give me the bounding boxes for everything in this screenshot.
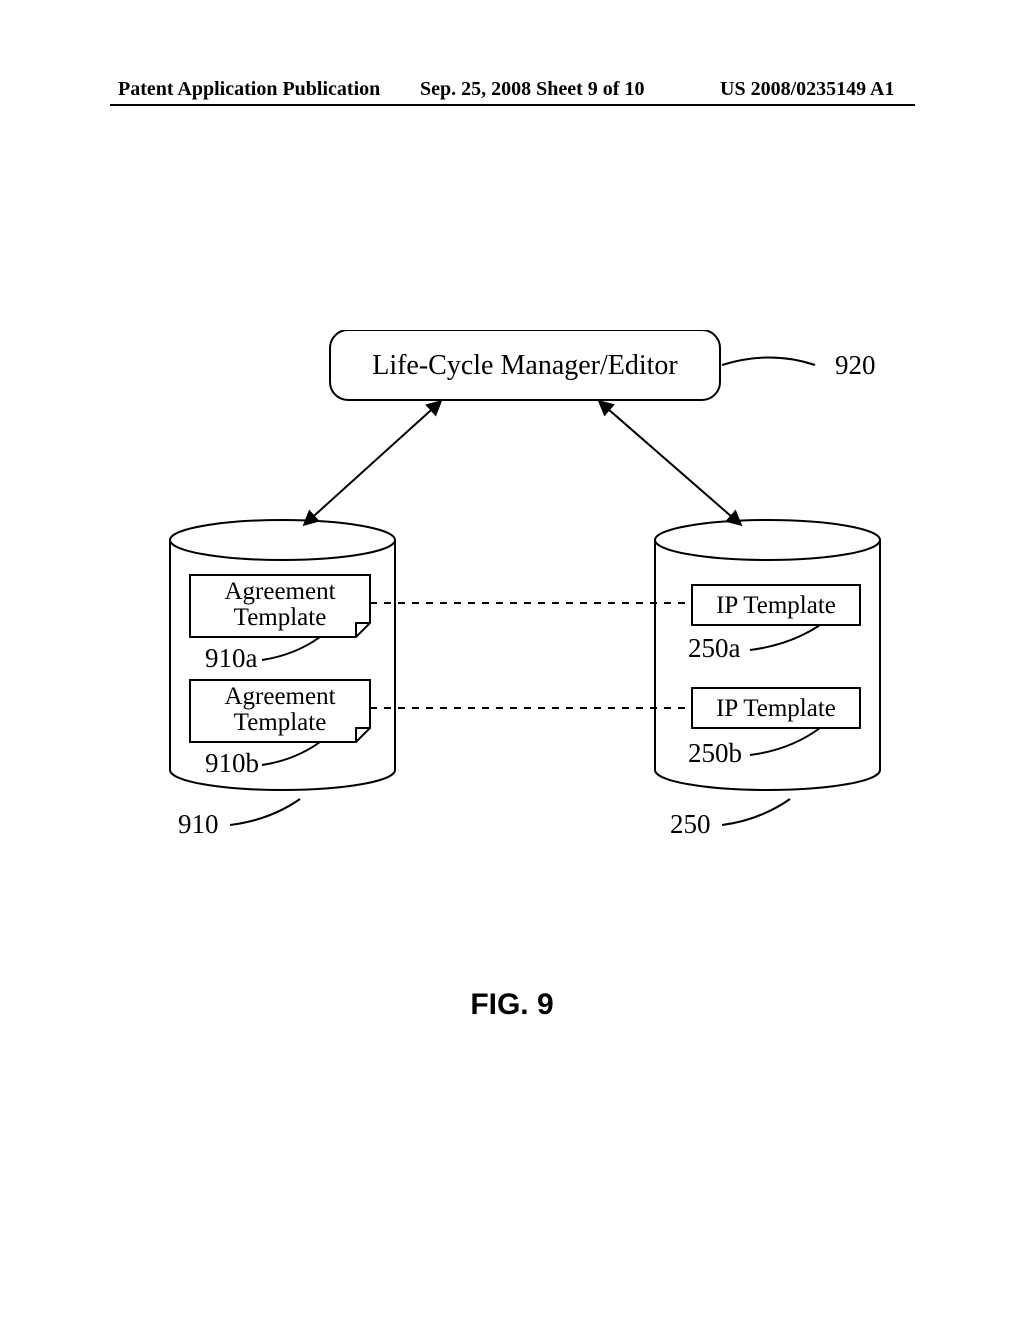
leader-910a [262, 637, 320, 660]
leader-910 [230, 799, 300, 825]
figure-caption: FIG. 9 [0, 988, 1024, 1022]
cylinder-top-cyl-right [655, 520, 880, 560]
doc-label2-agree-b: Template [234, 709, 327, 736]
header-left: Patent Application Publication [118, 78, 380, 101]
rect-label-ip-a: IP Template [716, 592, 836, 619]
ref-910: 910 [178, 809, 219, 839]
rect-label-ip-b: IP Template [716, 695, 836, 722]
doc-label1-agree-b: Agreement [224, 683, 335, 710]
cylinder-top-cyl-left [170, 520, 395, 560]
header-rule [110, 104, 915, 106]
leader-250a [750, 625, 820, 650]
leader-910b [262, 742, 320, 765]
edge-manager-cyl-right [600, 402, 740, 524]
header-right: US 2008/0235149 A1 [720, 78, 894, 101]
ref-250a: 250a [688, 633, 741, 663]
figure-diagram: Life-Cycle Manager/EditorAgreementTempla… [130, 330, 910, 900]
leader-920 [722, 358, 815, 366]
edge-manager-cyl-left [305, 402, 440, 524]
ref-250b: 250b [688, 738, 742, 768]
ref-910b: 910b [205, 748, 259, 778]
ref-910a: 910a [205, 643, 258, 673]
leader-250b [750, 728, 820, 755]
header-mid: Sep. 25, 2008 Sheet 9 of 10 [420, 78, 644, 101]
doc-label2-agree-a: Template [234, 604, 327, 631]
page: Patent Application Publication Sep. 25, … [0, 0, 1024, 1320]
doc-label1-agree-a: Agreement [224, 578, 335, 605]
manager-label: Life-Cycle Manager/Editor [372, 350, 678, 381]
leader-250 [722, 799, 790, 825]
ref-920: 920 [835, 350, 876, 380]
ref-250: 250 [670, 809, 711, 839]
